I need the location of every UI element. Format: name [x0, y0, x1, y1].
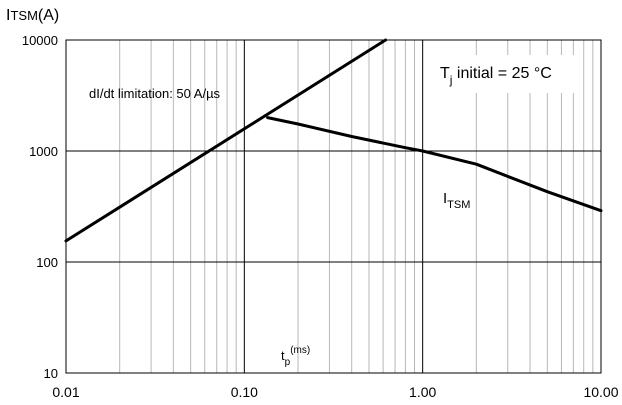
- major-grid: [66, 40, 601, 373]
- x-tick-label: 0.01: [52, 384, 79, 400]
- plot-frame: [65, 39, 602, 374]
- y-tick-label: 1000: [29, 144, 58, 159]
- x-tick-label: 0.10: [231, 384, 258, 400]
- x-axis-label: tp(ms): [281, 345, 310, 368]
- y-tick-label: 10: [44, 366, 58, 381]
- series-line-1: [64, 38, 388, 243]
- tj-label-background: [430, 55, 578, 93]
- y-tick-label: 10000: [22, 33, 58, 48]
- series-layer: [64, 38, 603, 243]
- didt-limitation-label: dI/dt limitation: 50 A/µs: [89, 86, 221, 101]
- tj-initial-label: Tj initial = 25 °C: [440, 65, 552, 87]
- y-tick-label: 100: [36, 255, 58, 270]
- series-line-2: [266, 116, 603, 213]
- minor-grid: [119, 40, 594, 373]
- tick-labels: 0.01 0.10 1.00 10.00 10 100 1000 10000: [22, 33, 619, 400]
- itsm-curve-label: ITSM: [443, 190, 470, 211]
- x-tick-label: 10.00: [583, 384, 618, 400]
- y-axis-label: ITSM(A): [6, 7, 59, 24]
- x-tick-label: 1.00: [409, 384, 436, 400]
